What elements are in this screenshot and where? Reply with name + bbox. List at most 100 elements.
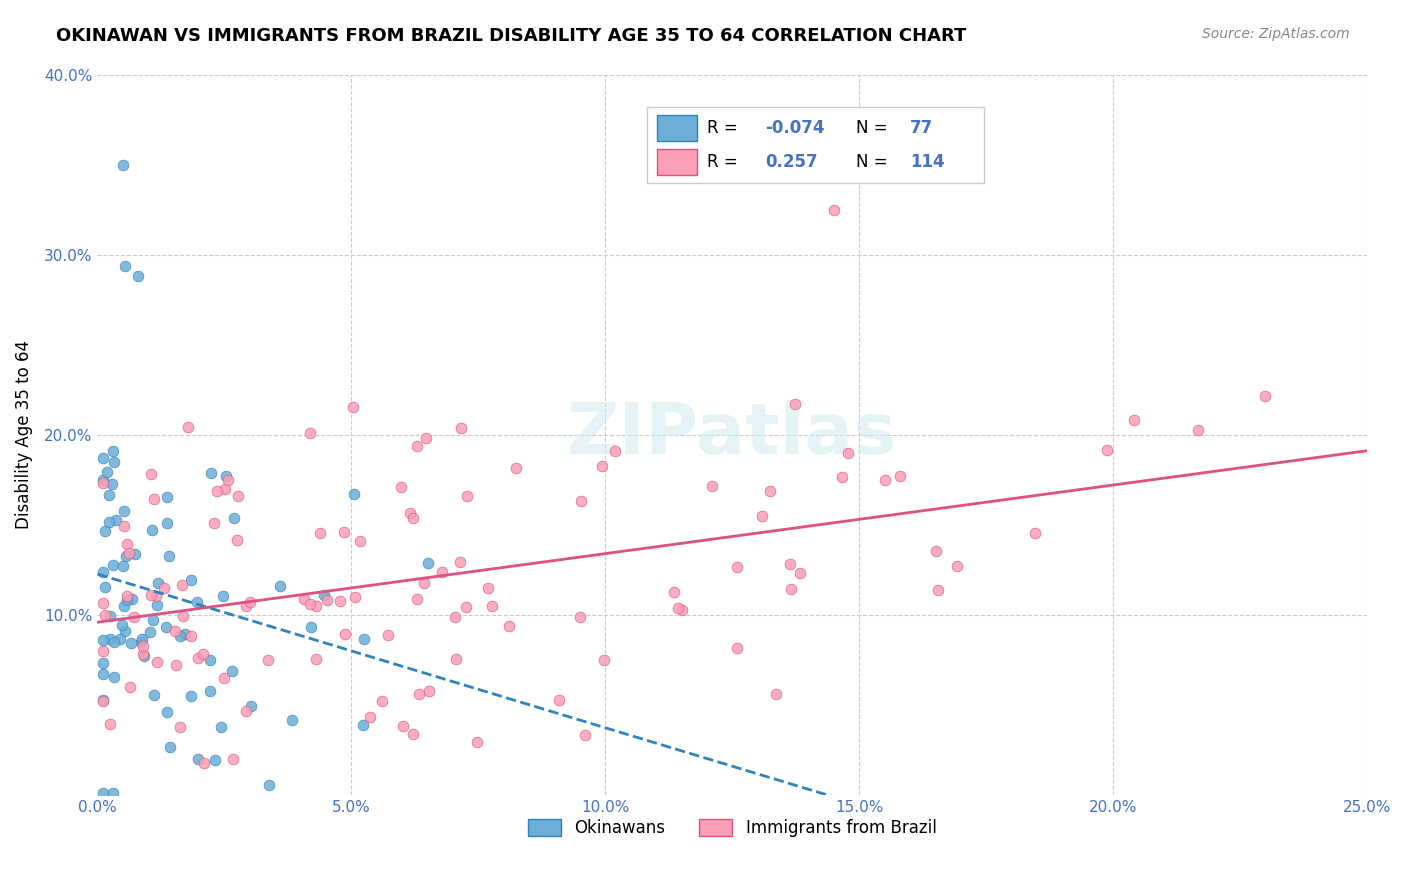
FancyBboxPatch shape [657, 149, 697, 175]
Point [402, 727, 425, 741]
Point [101, 558, 124, 573]
Point [353, 632, 375, 647]
Point [132, 639, 155, 653]
Point [759, 483, 782, 498]
Point [193, 648, 215, 662]
Point [169, 720, 191, 734]
Point [450, 421, 472, 435]
Point [662, 584, 685, 599]
Point [198, 683, 221, 698]
Point [101, 786, 124, 800]
Point [100, 632, 122, 646]
Text: R =: R = [707, 153, 744, 170]
Point [316, 593, 339, 607]
Point [111, 157, 134, 171]
Text: Source: ZipAtlas.com: Source: ZipAtlas.com [1202, 27, 1350, 41]
Point [927, 583, 949, 598]
Point [789, 566, 811, 580]
Text: 77: 77 [910, 120, 934, 137]
Point [94, 524, 117, 538]
Point [591, 458, 613, 473]
Point [477, 581, 499, 595]
Point [131, 632, 153, 646]
Point [298, 598, 321, 612]
Point [132, 648, 155, 663]
Point [823, 202, 845, 217]
Point [103, 670, 125, 684]
Point [91, 451, 114, 466]
Point [299, 619, 322, 633]
Point [416, 557, 439, 571]
Point [392, 719, 415, 733]
Point [91, 475, 114, 490]
Point [141, 588, 163, 602]
Point [304, 652, 326, 666]
Point [120, 681, 142, 695]
Point [97, 488, 120, 502]
Point [172, 609, 194, 624]
Point [413, 576, 436, 591]
Point [112, 599, 135, 614]
Point [110, 618, 132, 632]
Point [187, 651, 209, 665]
Point [124, 547, 146, 561]
Point [180, 573, 202, 587]
Point [165, 658, 187, 673]
Point [831, 470, 853, 484]
Point [91, 694, 114, 708]
Legend: Okinawans, Immigrants from Brazil: Okinawans, Immigrants from Brazil [522, 813, 943, 844]
Point [924, 544, 946, 558]
Point [146, 655, 169, 669]
Point [117, 546, 139, 560]
Point [115, 549, 138, 563]
Point [465, 735, 488, 749]
Point [209, 720, 232, 734]
Point [174, 626, 197, 640]
Point [418, 684, 440, 698]
Point [170, 578, 193, 592]
Point [444, 610, 467, 624]
Text: OKINAWAN VS IMMIGRANTS FROM BRAZIL DISABILITY AGE 35 TO 64 CORRELATION CHART: OKINAWAN VS IMMIGRANTS FROM BRAZIL DISAB… [56, 27, 966, 45]
Y-axis label: Disability Age 35 to 64: Disability Age 35 to 64 [15, 340, 32, 529]
Point [212, 589, 235, 603]
Point [156, 516, 179, 531]
Point [180, 629, 202, 643]
Point [163, 624, 186, 638]
Point [1024, 526, 1046, 541]
Point [100, 609, 122, 624]
Point [139, 467, 162, 481]
Point [456, 489, 478, 503]
Point [1122, 413, 1144, 427]
Point [104, 513, 127, 527]
Point [143, 492, 166, 507]
Point [751, 509, 773, 524]
Point [456, 600, 478, 615]
Point [1095, 442, 1118, 457]
Point [120, 636, 142, 650]
Point [187, 752, 209, 766]
Point [101, 443, 124, 458]
Point [155, 620, 177, 634]
Point [370, 694, 392, 708]
Point [574, 728, 596, 742]
Point [91, 693, 114, 707]
Point [222, 752, 245, 766]
Point [112, 519, 135, 533]
Point [93, 581, 115, 595]
Point [98, 717, 121, 731]
Point [215, 468, 238, 483]
Point [121, 592, 143, 607]
Point [349, 534, 371, 549]
Point [198, 653, 221, 667]
Point [875, 474, 897, 488]
Point [505, 461, 527, 475]
Point [117, 537, 139, 551]
Point [592, 653, 614, 667]
Point [122, 610, 145, 624]
Point [186, 595, 208, 609]
Point [269, 579, 291, 593]
Point [142, 614, 165, 628]
Point [111, 559, 134, 574]
Point [180, 689, 202, 703]
Point [212, 671, 235, 685]
